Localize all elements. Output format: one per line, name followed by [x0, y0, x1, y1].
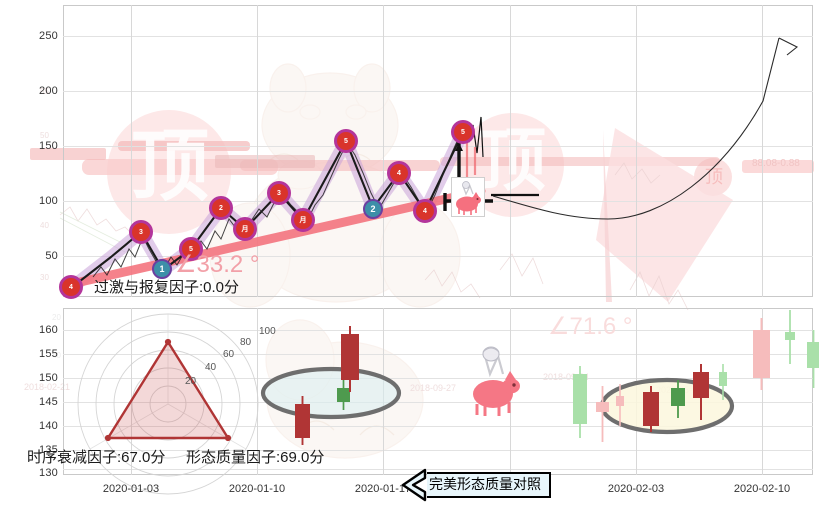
candle — [341, 326, 359, 392]
gridline-v — [257, 5, 258, 297]
y-tick-label: 145 — [39, 396, 58, 408]
wave-marker[interactable]: 1 — [152, 259, 172, 279]
gridline-h — [63, 91, 813, 92]
y-tick-label: 160 — [39, 324, 58, 336]
gridline-v — [131, 5, 132, 297]
highlight-ellipse-left — [260, 366, 402, 420]
y-tick-label: 135 — [39, 444, 58, 456]
y-tick-label: 155 — [39, 348, 58, 360]
radar-tick-label: 100 — [259, 326, 276, 337]
gridline-h — [63, 378, 813, 379]
candle — [785, 310, 795, 364]
gridline-h — [63, 354, 813, 355]
gridline-v — [131, 308, 132, 475]
wave-marker[interactable]: 5 — [334, 129, 358, 153]
x-tick-label: 2020-02-03 — [607, 483, 665, 495]
candle — [753, 318, 770, 390]
arrow-left-icon — [401, 468, 427, 502]
candle — [596, 386, 609, 442]
gridline-h — [63, 146, 813, 147]
x-tick-label: 2020-01-17 — [354, 483, 412, 495]
candle — [693, 364, 709, 420]
forecast-curve-tip — [778, 37, 799, 56]
callout-perfect-quality[interactable]: 完美形态质量对照 — [395, 468, 551, 502]
y-tick-label: 100 — [39, 195, 58, 207]
pig-watermark — [467, 344, 525, 416]
radar-vertex — [104, 338, 232, 442]
candle — [616, 384, 624, 426]
upper-chart: 4 3 1 5 2 月 3 月 5 2 4 4 5 ∠33.2 ° 过激与报复因… — [59, 5, 813, 299]
gridline-h — [63, 426, 813, 427]
gridline-v — [510, 5, 511, 297]
wave-marker[interactable]: 月 — [233, 217, 257, 241]
forecast-curve — [492, 37, 780, 220]
gridline-h — [63, 450, 813, 451]
pig-icon — [473, 346, 520, 416]
y-tick-label: 50 — [45, 250, 58, 262]
y-tick-label: 130 — [39, 467, 58, 479]
angle-annotation-upper: ∠33.2 ° — [175, 251, 260, 278]
wave-marker[interactable]: 5 — [451, 120, 475, 144]
wave-marker[interactable]: 4 — [413, 199, 437, 223]
wave-marker[interactable]: 2 — [363, 199, 383, 219]
y-tick-label: 150 — [39, 140, 58, 152]
x-tick-label: 2020-01-03 — [102, 483, 160, 495]
gridline-v — [383, 5, 384, 297]
upper-chart-frame — [63, 5, 813, 297]
gridline-v — [636, 5, 637, 297]
gridline-h — [63, 402, 813, 403]
wave-marker[interactable]: 2 — [209, 196, 233, 220]
gridline-v — [762, 5, 763, 297]
lower-y-axis: 160 155 150 145 140 135 130 — [0, 308, 58, 479]
mascot-thumbnail — [451, 177, 485, 217]
wave-marker[interactable]: 4 — [387, 161, 411, 185]
gridline-v — [762, 308, 763, 475]
radar-tick-label: 80 — [240, 337, 252, 348]
candle — [295, 396, 310, 445]
pig-icon — [456, 181, 481, 215]
score-label-decay: 时序衰减因子:67.0分 — [27, 449, 166, 466]
radar-spokes — [89, 314, 247, 450]
angle-annotation-lower: ∠71.6 ° — [548, 313, 633, 340]
gridline-h — [63, 469, 813, 470]
y-tick-label: 250 — [39, 30, 58, 42]
y-tick-label: 140 — [39, 420, 58, 432]
wave-marker[interactable]: 3 — [267, 181, 291, 205]
gridline-h — [63, 256, 813, 257]
lower-chart: 20 40 60 80 100 ∠71.6 ° 时序衰减因子:67.0分 形态质… — [27, 308, 819, 495]
y-tick-label: 200 — [39, 85, 58, 97]
candle — [719, 364, 727, 400]
gridline-h — [63, 36, 813, 37]
x-tick-label: 2020-02-10 — [733, 483, 791, 495]
candle — [671, 380, 685, 418]
wave-marker[interactable]: 4 — [59, 275, 83, 299]
wave-marker[interactable]: 3 — [129, 220, 153, 244]
gridline-h — [63, 330, 813, 331]
candle — [337, 380, 350, 410]
radar-polygon — [106, 340, 230, 440]
lower-chart-svg: 20 40 60 80 100 — [77, 310, 819, 495]
candle — [573, 366, 587, 438]
radar-tick-label: 20 — [185, 376, 197, 387]
x-tick-label: 2020-01-10 — [228, 483, 286, 495]
score-label-upper: 过激与报复因子:0.0分 — [94, 279, 240, 296]
trend-line — [62, 186, 486, 290]
y-tick-label: 150 — [39, 372, 58, 384]
candle — [807, 330, 819, 388]
callout-label: 完美形态质量对照 — [427, 472, 551, 498]
radar-tick-label: 60 — [223, 349, 235, 360]
wave-marker[interactable]: 5 — [179, 237, 203, 261]
candle — [643, 386, 659, 432]
radar-tick-label: 40 — [205, 362, 217, 373]
upper-y-axis: 250 200 150 100 50 — [0, 0, 58, 300]
wave-marker[interactable]: 月 — [291, 208, 315, 232]
score-label-quality: 形态质量因子:69.0分 — [186, 449, 325, 466]
